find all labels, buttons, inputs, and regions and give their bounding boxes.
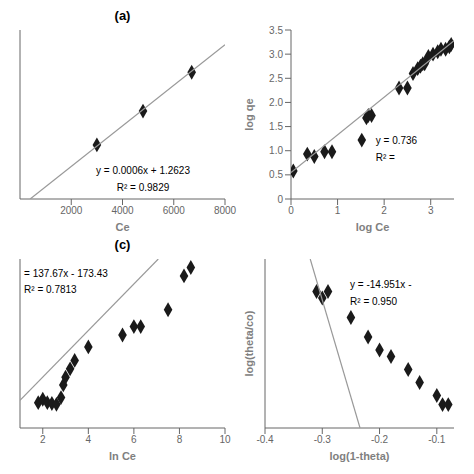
svg-text:log qe: log qe xyxy=(243,98,255,130)
svg-text:Ce: Ce xyxy=(115,221,129,233)
svg-text:4000: 4000 xyxy=(111,205,134,216)
svg-text:1: 1 xyxy=(335,205,341,216)
svg-text:6000: 6000 xyxy=(163,205,186,216)
svg-text:log(theta/co): log(theta/co) xyxy=(243,310,255,376)
html-text:(c): (c) xyxy=(114,237,131,252)
svg-text:8000: 8000 xyxy=(214,205,237,216)
svg-text:3.5: 3.5 xyxy=(269,25,283,36)
svg-text:2.5: 2.5 xyxy=(269,73,283,84)
svg-text:4: 4 xyxy=(86,434,92,445)
svg-text:-0.2: -0.2 xyxy=(371,434,389,445)
html-text:R² = 0.7813: R² = 0.7813 xyxy=(24,283,77,295)
html-text:y = 0.0006x + 1.2623: y = 0.0006x + 1.2623 xyxy=(96,164,190,176)
svg-text:6: 6 xyxy=(131,434,137,445)
html-text:R² =: R² = xyxy=(375,151,395,163)
svg-text:2: 2 xyxy=(40,434,46,445)
svg-text:2000: 2000 xyxy=(60,205,83,216)
svg-text:2.0: 2.0 xyxy=(269,97,283,108)
svg-text:10: 10 xyxy=(219,434,231,445)
svg-text:log Ce: log Ce xyxy=(356,221,390,233)
svg-text:8: 8 xyxy=(177,434,183,445)
svg-text:1.0: 1.0 xyxy=(269,145,283,156)
svg-text:-0.3: -0.3 xyxy=(314,434,332,445)
svg-text:0: 0 xyxy=(288,205,294,216)
html-text:= 137.67x - 173.43: = 137.67x - 173.43 xyxy=(24,267,108,278)
svg-text:-0.1: -0.1 xyxy=(428,434,446,445)
svg-text:log(1-theta): log(1-theta) xyxy=(330,450,390,462)
svg-text:2: 2 xyxy=(381,205,387,216)
html-text:R² = 0.9829: R² = 0.9829 xyxy=(116,181,170,193)
svg-text:-0.4: -0.4 xyxy=(256,434,274,445)
html-text:R² = 0.950: R² = 0.950 xyxy=(350,295,397,307)
svg-text:3.0: 3.0 xyxy=(269,49,283,60)
svg-text:ln Ce: ln Ce xyxy=(109,450,136,462)
html-text:(a): (a) xyxy=(114,8,131,23)
svg-text:1.5: 1.5 xyxy=(269,121,283,132)
html-text:y = -14.951x -: y = -14.951x - xyxy=(350,278,412,290)
html-text:y = 0.736: y = 0.736 xyxy=(375,134,418,146)
svg-text:0: 0 xyxy=(277,194,283,205)
svg-text:3: 3 xyxy=(428,205,434,216)
svg-text:0.5: 0.5 xyxy=(269,169,283,180)
